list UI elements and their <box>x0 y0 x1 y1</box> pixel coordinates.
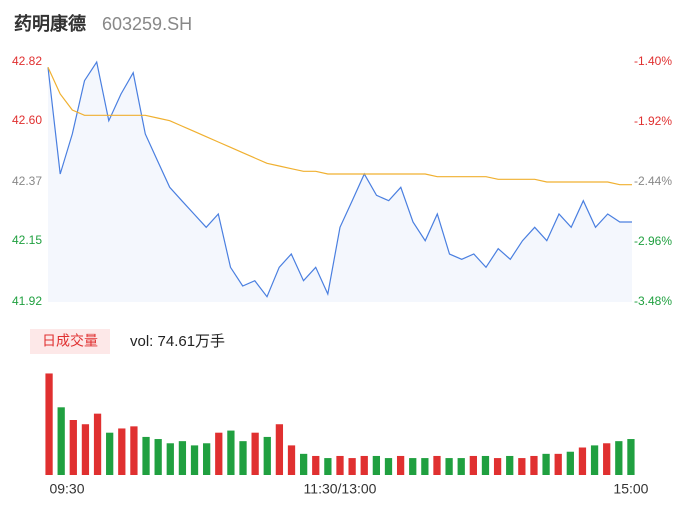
volume-bar <box>178 441 187 475</box>
volume-bar <box>530 455 538 475</box>
y-tick-label: 42.37 <box>12 174 42 188</box>
volume-bar <box>457 458 465 475</box>
y2-tick-label: -2.96% <box>634 234 672 248</box>
y2-tick-label: -1.92% <box>634 114 672 128</box>
volume-bar <box>166 443 174 475</box>
y-tick-label: 42.15 <box>12 233 42 247</box>
volume-bar <box>566 451 574 475</box>
volume-bar <box>542 453 550 475</box>
volume-bar <box>287 445 296 475</box>
x-tick-label: 09:30 <box>49 481 84 497</box>
y-tick-label: 42.82 <box>12 54 42 68</box>
volume-bar <box>506 455 514 475</box>
volume-bar <box>106 432 114 475</box>
price-line <box>47 60 632 298</box>
volume-bar <box>469 455 477 475</box>
volume-bar <box>578 447 587 475</box>
volume-bar <box>142 436 150 475</box>
volume-bar <box>384 458 393 475</box>
volume-bar <box>433 455 441 475</box>
x-tick-label: 15:00 <box>613 481 648 497</box>
volume-bar <box>336 455 344 475</box>
price-area <box>48 62 632 302</box>
volume-bar <box>627 439 635 475</box>
volume-bar <box>69 420 77 475</box>
volume-bar <box>603 443 611 475</box>
volume-bar <box>227 430 235 475</box>
volume-bar <box>154 439 162 475</box>
volume-title: 日成交量 <box>42 333 98 349</box>
volume-bar <box>130 426 138 475</box>
x-tick-label: 11:30/13:00 <box>304 481 377 497</box>
y2-tick-label: -2.44% <box>634 174 672 188</box>
volume-bar <box>360 455 368 475</box>
volume-badge <box>30 329 110 354</box>
y2-tick-label: -3.48% <box>634 294 672 308</box>
volume-bar <box>57 407 65 475</box>
volume-bar <box>324 458 332 475</box>
volume-bar <box>190 445 199 475</box>
volume-bar <box>518 458 526 475</box>
volume-bar <box>299 453 308 475</box>
volume-bar <box>493 458 502 475</box>
volume-bar <box>554 453 562 475</box>
volume-bar <box>409 458 417 475</box>
volume-bar <box>348 458 356 475</box>
volume-bar <box>118 428 126 475</box>
volume-total: vol: 74.61万手 <box>130 333 225 350</box>
volume-bar <box>421 458 429 475</box>
stock-code: 603259.SH <box>102 14 192 34</box>
volume-bar <box>615 441 623 475</box>
volume-bar <box>45 373 53 475</box>
volume-bar <box>312 455 320 475</box>
volume-bar <box>590 445 599 475</box>
stock-name: 药明康德 <box>14 13 86 34</box>
volume-bar <box>263 436 271 475</box>
y2-tick-label: -1.40% <box>634 54 672 68</box>
volume-bar <box>275 424 284 475</box>
y-tick-label: 42.60 <box>12 113 42 127</box>
volume-bar <box>445 458 453 475</box>
volume-bar <box>203 443 211 475</box>
average-line <box>47 67 632 186</box>
volume-bar <box>481 455 490 475</box>
volume-bar <box>251 432 259 475</box>
volume-bar <box>372 455 381 475</box>
volume-bar <box>93 413 102 475</box>
y-tick-label: 41.92 <box>12 294 42 308</box>
volume-bar <box>215 432 223 475</box>
volume-bar <box>396 455 405 475</box>
volume-bar <box>239 441 247 475</box>
volume-bar <box>81 424 90 475</box>
